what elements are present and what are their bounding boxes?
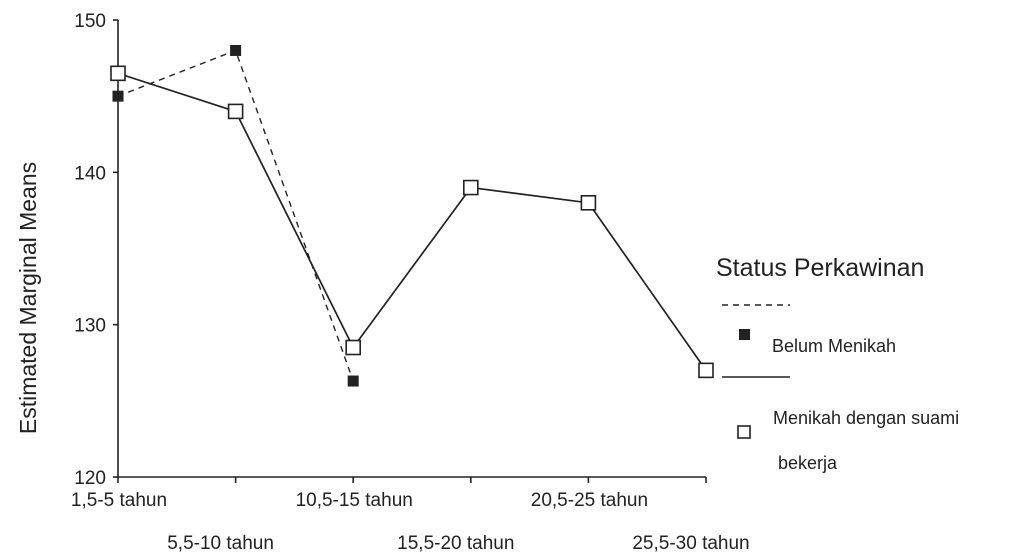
y-tick-label: 120 — [74, 468, 106, 489]
legend-marker-belum-menikah — [739, 329, 750, 340]
x-tick-label: 1,5-5 tahun — [71, 490, 167, 511]
data-point-menikah — [345, 339, 362, 356]
legend-title: Status Perkawinan — [716, 254, 924, 282]
legend-label-belum-menikah: Belum Menikah — [772, 336, 896, 356]
data-point-belum-menikah — [347, 375, 359, 387]
x-tick-label: 5,5-10 tahun — [167, 533, 274, 554]
data-point-menikah — [227, 103, 244, 120]
legend-label-menikah-line2: bekerja — [778, 453, 838, 473]
data-point-menikah — [698, 362, 714, 379]
x-tick-label: 20,5-25 tahun — [531, 490, 648, 511]
series-layer — [110, 44, 714, 387]
data-point-belum-menikah — [112, 90, 124, 102]
legend: Status Perkawinan Belum Menikah Menikah … — [716, 254, 959, 473]
y-tick-label: 150 — [74, 11, 106, 32]
chart-axes — [117, 20, 706, 478]
legend-label-menikah-line1: Menikah dengan suami — [773, 408, 959, 428]
data-point-menikah — [580, 195, 597, 211]
x-tick-label: 25,5-30 tahun — [632, 533, 749, 554]
legend-marker-menikah — [737, 425, 751, 439]
data-point-menikah — [462, 179, 479, 196]
x-tick-label: 15,5-20 tahun — [397, 533, 514, 554]
y-ticks-group: 120 130 140 150 — [74, 11, 118, 489]
data-point-menikah — [110, 65, 126, 82]
y-axis-title: Estimated Marginal Means — [15, 162, 41, 434]
series-line-menikah — [117, 72, 707, 371]
series-line-belum-menikah — [117, 49, 354, 382]
y-tick-label: 130 — [74, 316, 106, 337]
data-point-belum-menikah — [230, 44, 242, 56]
x-ticks-group: 1,5-5 tahun 5,5-10 tahun 10,5-15 tahun 15,5… — [71, 477, 750, 554]
y-tick-label: 140 — [74, 163, 106, 184]
x-tick-label: 10,5-15 tahun — [296, 490, 413, 511]
